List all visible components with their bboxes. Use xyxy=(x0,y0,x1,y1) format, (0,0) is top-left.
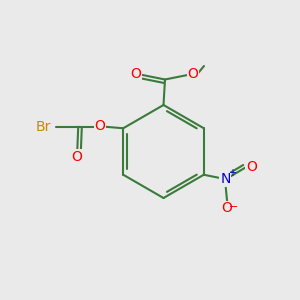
Text: O: O xyxy=(71,150,82,164)
Text: O: O xyxy=(222,201,232,215)
Text: O: O xyxy=(130,67,141,80)
Text: O: O xyxy=(188,67,198,81)
Text: O: O xyxy=(246,160,257,174)
Text: −: − xyxy=(229,202,239,212)
Text: N: N xyxy=(220,172,231,186)
Text: O: O xyxy=(94,119,105,133)
Text: Br: Br xyxy=(35,120,51,134)
Text: +: + xyxy=(228,168,236,178)
